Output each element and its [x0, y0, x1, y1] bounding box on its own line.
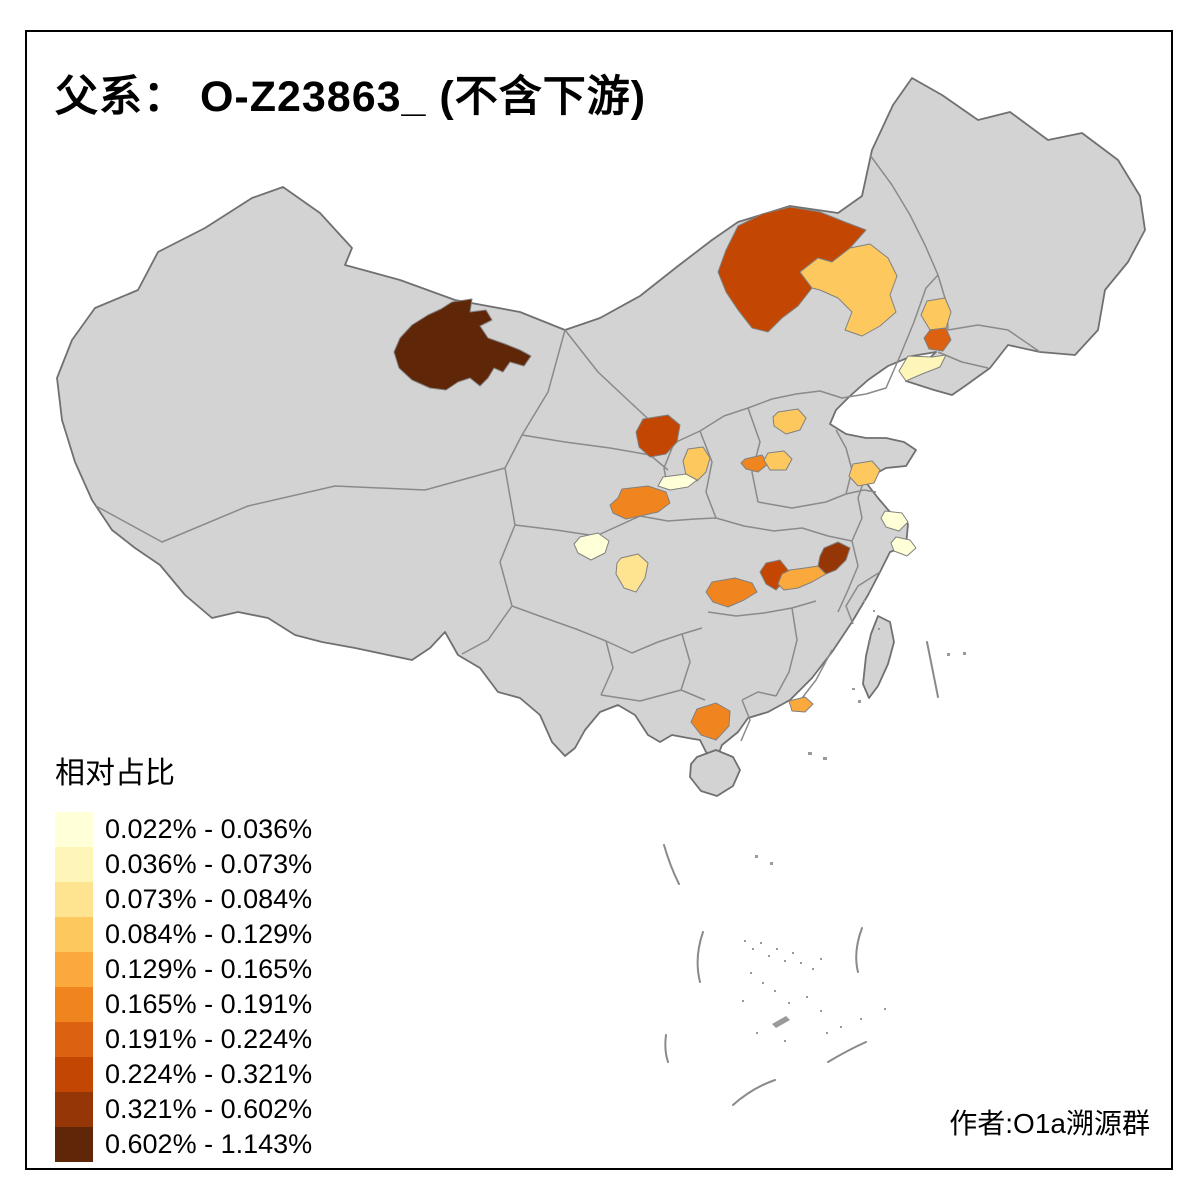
legend-label: 0.022% - 0.036%	[105, 814, 313, 844]
region-liaoning-central	[923, 327, 952, 352]
legend-item: 0.036% - 0.073%	[55, 847, 312, 882]
legend: 相对占比 0.022% - 0.036% 0.036% - 0.073% 0.0…	[55, 748, 312, 1162]
legend-label: 0.191% - 0.224%	[105, 1024, 313, 1054]
region-jiangsu-south-a	[880, 510, 909, 532]
legend-item: 0.224% - 0.321%	[55, 1057, 312, 1092]
legend-item: 0.165% - 0.191%	[55, 987, 312, 1022]
legend-label: 0.602% - 1.143%	[105, 1129, 313, 1159]
legend-swatch	[55, 1022, 93, 1057]
region-liaoning-dalian	[898, 354, 947, 382]
legend-label: 0.129% - 0.165%	[105, 954, 313, 984]
sea-boundary-dashes	[663, 641, 939, 1106]
legend-swatch	[55, 847, 93, 882]
region-guangdong-east	[788, 696, 814, 713]
legend-swatch	[55, 812, 93, 847]
region-shandong-south	[848, 460, 881, 487]
region-sichuan-chengdu	[573, 532, 610, 561]
legend-swatch	[55, 1092, 93, 1127]
legend-item: 0.073% - 0.084%	[55, 882, 312, 917]
region-chongqing	[615, 553, 649, 593]
region-xinjiang-east	[393, 298, 532, 391]
page-title: 父系： O-Z23863_ (不含下游)	[55, 73, 647, 121]
south-china-sea-islets	[742, 600, 966, 1042]
legend-title: 相对占比	[55, 757, 175, 790]
legend-swatch	[55, 952, 93, 987]
legend-label: 0.321% - 0.602%	[105, 1094, 313, 1124]
region-hubei-anhui-border	[817, 541, 851, 575]
legend-rows: 0.022% - 0.036% 0.036% - 0.073% 0.073% -…	[55, 812, 312, 1162]
legend-label: 0.036% - 0.073%	[105, 849, 313, 879]
legend-item: 0.321% - 0.602%	[55, 1092, 312, 1127]
province-borders	[95, 154, 1041, 742]
region-hubei-west	[705, 577, 758, 608]
region-guangxi-south	[690, 702, 731, 741]
region-hebei-beijing-area	[772, 408, 807, 435]
legend-label: 0.165% - 0.191%	[105, 989, 313, 1019]
legend-item: 0.129% - 0.165%	[55, 952, 312, 987]
author-credit: 作者:O1a溯源群	[949, 1108, 1150, 1139]
legend-swatch	[55, 917, 93, 952]
legend-item: 0.191% - 0.224%	[55, 1022, 312, 1057]
region-shaanxi-north	[635, 414, 681, 458]
region-hubei-east	[777, 565, 827, 591]
region-shaanxi-central	[682, 446, 711, 482]
china-mainland-outline	[56, 77, 1146, 761]
legend-swatch	[55, 1057, 93, 1092]
region-shaanxi-xian-area	[657, 473, 698, 491]
region-henan-east	[763, 450, 793, 471]
legend-swatch	[55, 1127, 93, 1162]
region-jiangsu-south-b	[890, 536, 917, 557]
legend-swatch	[55, 987, 93, 1022]
taiwan-island	[862, 615, 895, 699]
legend-label: 0.084% - 0.129%	[105, 919, 313, 949]
legend-swatch	[55, 882, 93, 917]
region-henan-west	[740, 454, 769, 473]
hainan-island	[689, 749, 741, 797]
legend-item: 0.022% - 0.036%	[55, 812, 312, 847]
legend-label: 0.224% - 0.321%	[105, 1059, 313, 1089]
legend-item: 0.602% - 1.143%	[55, 1127, 312, 1162]
region-gansu-southeast	[609, 485, 671, 520]
legend-label: 0.073% - 0.084%	[105, 884, 313, 914]
legend-item: 0.084% - 0.129%	[55, 917, 312, 952]
region-inner-mongolia-east	[799, 243, 898, 337]
